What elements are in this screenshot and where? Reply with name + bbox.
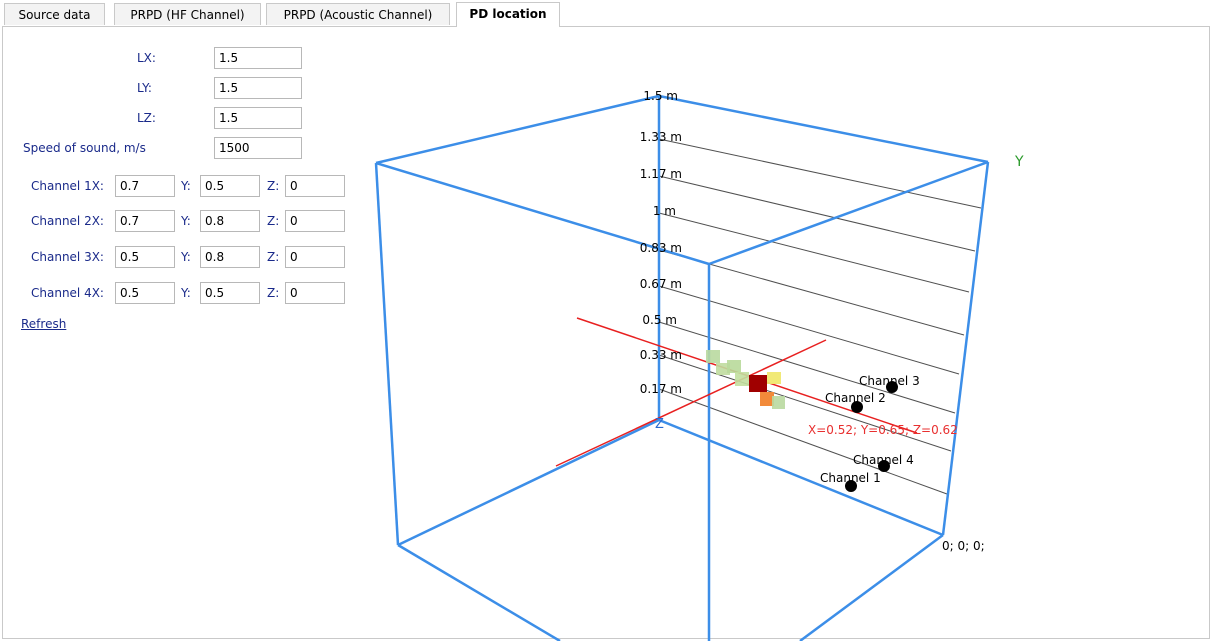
channel-1x-input[interactable]: 0.7	[115, 175, 175, 197]
speed-of-sound-input[interactable]: 1500	[214, 137, 302, 159]
z-axis-tick-labels: 1.5 m 1.33 m 1.17 m 1 m 0.83 m 0.67 m 0.…	[640, 89, 682, 396]
channel-4z-input[interactable]: 0	[285, 282, 345, 304]
speed-of-sound-label: Speed of sound, m/s	[23, 141, 146, 155]
tick-label: 0.67 m	[640, 277, 682, 291]
channel-1y-input[interactable]: 0.5	[200, 175, 260, 197]
room-box-wireframe	[374, 94, 990, 641]
ly-label: LY:	[137, 81, 152, 95]
channel-2z-label: Z:	[267, 214, 280, 228]
channel-sensors: Channel 3 Channel 2 Channel 4 Channel 1	[820, 374, 920, 492]
channel-3x-input[interactable]: 0.5	[115, 246, 175, 268]
pd-location-panel	[2, 26, 1210, 639]
channel-1z-input[interactable]: 0	[285, 175, 345, 197]
origin-label: 0; 0; 0;	[942, 539, 985, 553]
channel-2y-label: Y:	[181, 214, 191, 228]
tick-label: 1.33 m	[640, 130, 682, 144]
tick-label: 0.83 m	[640, 241, 682, 255]
tab-source-data[interactable]: Source data	[4, 3, 105, 25]
channel-4-marker	[878, 460, 890, 472]
channel-4x-label: Channel 4X:	[31, 286, 104, 300]
channel-3-marker	[886, 381, 898, 393]
channel-3y-label: Y:	[181, 250, 191, 264]
channel-2y-input[interactable]: 0.8	[200, 210, 260, 232]
channel-3y-input[interactable]: 0.8	[200, 246, 260, 268]
lx-input[interactable]: 1.5	[214, 47, 302, 69]
pd-location-label: X=0.52; Y=0.65; Z=0.62	[808, 423, 958, 437]
ly-input[interactable]: 1.5	[214, 77, 302, 99]
channel-1-marker	[845, 480, 857, 492]
channel-1y-label: Y:	[181, 179, 191, 193]
channel-4y-label: Y:	[181, 286, 191, 300]
channel-4z-label: Z:	[267, 286, 280, 300]
channel-4y-input[interactable]: 0.5	[200, 282, 260, 304]
channel-3z-input[interactable]: 0	[285, 246, 345, 268]
tick-label: 0.17 m	[640, 382, 682, 396]
tick-label: 1 m	[653, 204, 676, 218]
channel-2-label: Channel 2	[825, 391, 886, 405]
y-axis-label: Y	[1014, 154, 1024, 170]
channel-1-label: Channel 1	[820, 471, 881, 485]
tab-prpd-acoustic-channel[interactable]: PRPD (Acoustic Channel)	[266, 3, 450, 25]
tick-label: 0.33 m	[640, 348, 682, 362]
pd-event-cubes	[706, 350, 785, 409]
channel-2x-input[interactable]: 0.7	[115, 210, 175, 232]
tab-prpd-hf-channel[interactable]: PRPD (HF Channel)	[114, 3, 261, 25]
channel-1z-label: Z:	[267, 179, 280, 193]
z-axis-label: Z	[655, 417, 664, 432]
channel-3x-label: Channel 3X:	[31, 250, 104, 264]
lz-label: LZ:	[137, 111, 156, 125]
tab-bar: Source data PRPD (HF Channel) PRPD (Acou…	[0, 0, 1212, 27]
lx-label: LX:	[137, 51, 156, 65]
tick-label: 1.5 m	[643, 89, 678, 103]
channel-2-marker	[851, 401, 863, 413]
channel-2x-label: Channel 2X:	[31, 214, 104, 228]
tick-label: 0.5 m	[642, 313, 677, 327]
channel-4x-input[interactable]: 0.5	[115, 282, 175, 304]
lz-input[interactable]: 1.5	[214, 107, 302, 129]
channel-3z-label: Z:	[267, 250, 280, 264]
channel-2z-input[interactable]: 0	[285, 210, 345, 232]
channel-4-label: Channel 4	[853, 453, 914, 467]
channel-1x-label: Channel 1X:	[31, 179, 104, 193]
refresh-link[interactable]: Refresh	[21, 317, 67, 331]
channel-3-label: Channel 3	[859, 374, 920, 388]
tab-pd-location[interactable]: PD location	[456, 2, 560, 27]
tick-label: 1.17 m	[640, 167, 682, 181]
